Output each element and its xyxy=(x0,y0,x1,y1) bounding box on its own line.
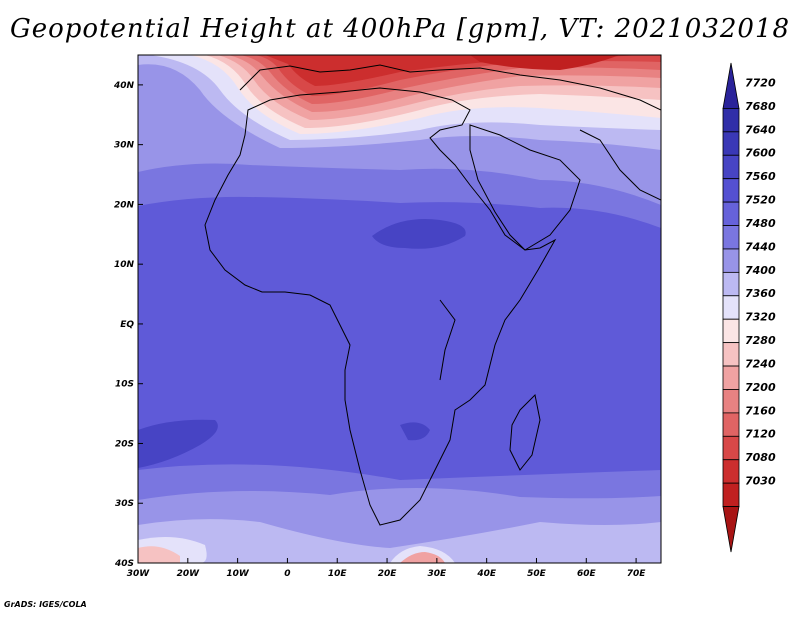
lon-tick-label: 30E xyxy=(428,569,448,579)
colorbar-label: 7480 xyxy=(745,217,776,230)
colorbar-swatch xyxy=(722,412,740,437)
lat-tick-label: 10S xyxy=(115,380,134,390)
coastlines xyxy=(204,64,661,526)
colorbar-label: 7200 xyxy=(745,381,776,394)
latitude-axis: 40S 30S 20S 10S EQ 10N 20N 30N 40N xyxy=(113,81,143,569)
colorbar-swatch xyxy=(722,318,740,344)
colorbar-label: 7720 xyxy=(745,76,776,89)
colorbar-swatch xyxy=(722,435,740,461)
blob-south-atlantic xyxy=(138,419,218,468)
lat-tick-label: EQ xyxy=(120,320,134,330)
lat-tick-label: 30S xyxy=(115,499,134,509)
colorbar-label: 7440 xyxy=(745,240,776,253)
lon-tick-label: 60E xyxy=(577,569,597,579)
lon-tick-label: 10E xyxy=(328,569,348,579)
colorbar-swatch xyxy=(722,248,740,273)
lon-tick-label: 20W xyxy=(177,569,201,579)
band-north-7080 xyxy=(265,55,640,86)
south-asia-coastline xyxy=(579,129,661,201)
lon-tick-label: 30W xyxy=(127,569,151,579)
colorbar-swatch xyxy=(722,482,740,507)
colorbar-swatch xyxy=(722,154,740,180)
plot-frame xyxy=(137,54,662,564)
lon-tick-label: 20E xyxy=(378,569,398,579)
colorbar-swatch xyxy=(722,225,740,250)
arabia-coastline xyxy=(469,124,581,251)
longitude-axis: 30W 20W 10W 0 10E 20E 30E 40E 50E 60E 70E xyxy=(127,558,647,579)
band-south-30e-7240 xyxy=(400,552,445,563)
lat-tick-label: 10N xyxy=(114,260,135,270)
colorbar-label: 7360 xyxy=(745,287,776,300)
lat-tick-label: 40S xyxy=(114,559,134,569)
lat-tick-label: 40N xyxy=(113,81,135,91)
colorbar-swatch xyxy=(722,389,740,414)
colorbar-swatch xyxy=(722,131,740,156)
band-north-7030 xyxy=(470,55,620,70)
colorbar-label: 7320 xyxy=(745,311,776,324)
madagascar-coastline xyxy=(509,393,541,471)
lon-tick-label: 0 xyxy=(284,569,290,579)
colorbar-swatch xyxy=(722,365,740,390)
lon-tick-label: 70E xyxy=(627,569,647,579)
colorbar-label: 7280 xyxy=(745,334,776,347)
colorbar: 7720 7680 7640 7600 7560 7520 7480 7440 7400 7360… xyxy=(722,62,776,553)
colorbar-swatch xyxy=(722,342,740,367)
band-south-sw-7280 xyxy=(138,546,180,563)
lon-tick-label: 10W xyxy=(226,569,250,579)
colorbar-label: 7680 xyxy=(745,100,776,113)
colorbar-label: 7080 xyxy=(745,451,776,464)
colorbar-swatch xyxy=(722,108,740,133)
colorbar-swatch xyxy=(722,178,740,203)
colorbar-swatch xyxy=(722,62,740,109)
credit-text: GrADS: IGES/COLA xyxy=(4,600,87,609)
colorbar-swatch xyxy=(722,271,740,297)
colorbar-swatch xyxy=(722,459,740,484)
colorbar-swatch xyxy=(722,506,740,553)
lat-tick-label: 30N xyxy=(114,141,135,151)
great-lakes-rift xyxy=(439,299,456,381)
lon-tick-label: 40E xyxy=(476,569,497,579)
colorbar-label: 7560 xyxy=(745,170,776,183)
blob-southern-africa xyxy=(400,422,430,441)
lat-tick-label: 20S xyxy=(115,439,134,449)
colorbar-label: 7120 xyxy=(745,428,776,441)
contour-field xyxy=(138,55,661,563)
colorbar-label: 7030 xyxy=(745,475,776,488)
colorbar-label: 7600 xyxy=(745,147,776,160)
colorbar-label: 7520 xyxy=(745,194,776,207)
lat-tick-label: 20N xyxy=(114,200,135,210)
blob-sahel xyxy=(372,219,466,249)
map-title: Geopotential Height at 400hPa [gpm], VT:… xyxy=(9,14,791,44)
colorbar-label: 7160 xyxy=(745,404,776,417)
lon-tick-label: 50E xyxy=(527,569,547,579)
colorbar-swatch xyxy=(722,295,740,320)
band-south-7400 xyxy=(138,519,661,563)
colorbar-label: 7400 xyxy=(745,264,776,277)
europe-asia-coastline xyxy=(239,64,661,111)
colorbar-label: 7240 xyxy=(745,357,776,370)
colorbar-swatch xyxy=(722,201,740,226)
colorbar-label: 7640 xyxy=(745,123,776,136)
africa-coastline xyxy=(204,87,557,526)
